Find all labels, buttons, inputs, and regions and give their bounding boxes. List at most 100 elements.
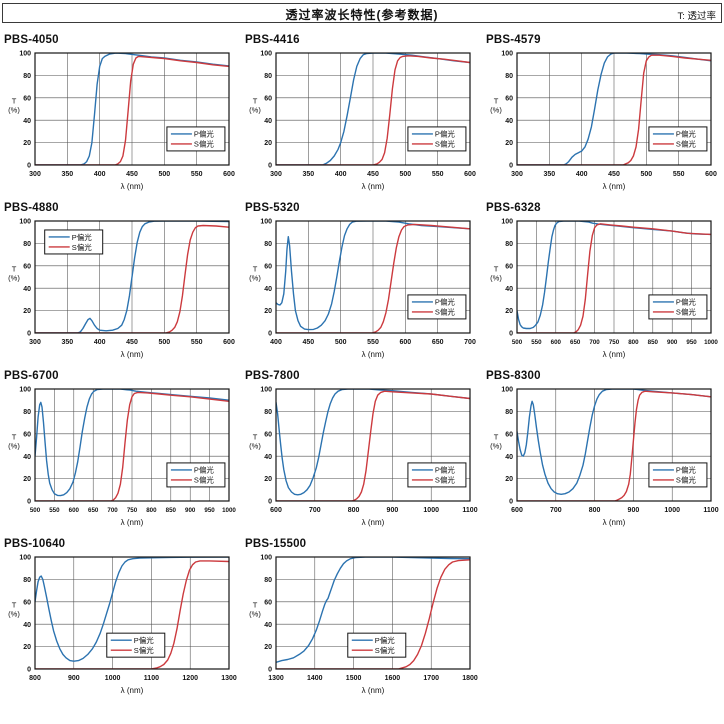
svg-text:100: 100 bbox=[260, 555, 272, 562]
svg-text:T: T bbox=[494, 96, 499, 105]
p-polarization-curve bbox=[276, 557, 470, 663]
curves bbox=[35, 221, 229, 333]
curves bbox=[276, 53, 470, 165]
svg-text:1000: 1000 bbox=[105, 675, 121, 682]
chart-cell: PBS-6328 P偏光 S偏光 0 20 40 60 80 100 500 550 600 650 70… bbox=[483, 196, 724, 364]
svg-text:60: 60 bbox=[264, 599, 272, 606]
svg-text:350: 350 bbox=[61, 171, 73, 178]
x-axis-label: λ (nm) bbox=[603, 350, 626, 359]
svg-text:600: 600 bbox=[223, 339, 235, 346]
svg-text:60: 60 bbox=[505, 263, 513, 270]
svg-text:500: 500 bbox=[158, 171, 170, 178]
svg-text:400: 400 bbox=[94, 171, 106, 178]
svg-text:40: 40 bbox=[505, 454, 513, 461]
svg-text:1500: 1500 bbox=[346, 675, 362, 682]
chart-cell: PBS-8300 P偏光 S偏光 0 20 40 60 80 100 600 700 800 900 10… bbox=[483, 364, 724, 532]
svg-text:400: 400 bbox=[270, 339, 282, 346]
curves bbox=[517, 53, 711, 165]
svg-text:1600: 1600 bbox=[385, 675, 401, 682]
svg-text:0: 0 bbox=[509, 163, 513, 170]
svg-text:100: 100 bbox=[19, 219, 31, 226]
y-axis-label: T(%) bbox=[8, 96, 20, 114]
legend-label: P偏光 bbox=[72, 232, 93, 242]
page-header: 透过率波长特性(参考数据) T: 透过率 bbox=[2, 3, 722, 23]
y-axis-label: T(%) bbox=[249, 432, 261, 450]
plot-border bbox=[275, 556, 471, 670]
legend-label: S偏光 bbox=[676, 139, 697, 149]
chart-cell: PBS-10640 P偏光 S偏光 0 20 40 60 80 100 800 900 1000 110… bbox=[1, 532, 242, 700]
svg-text:900: 900 bbox=[68, 675, 80, 682]
svg-text:80: 80 bbox=[505, 241, 513, 248]
svg-text:600: 600 bbox=[464, 171, 476, 178]
legend-label: S偏光 bbox=[435, 307, 456, 317]
svg-text:60: 60 bbox=[505, 95, 513, 102]
svg-text:650: 650 bbox=[432, 339, 444, 346]
plot-border bbox=[34, 52, 230, 166]
y-axis-label: T(%) bbox=[490, 96, 502, 114]
svg-text:700: 700 bbox=[107, 507, 118, 514]
svg-text:550: 550 bbox=[432, 171, 444, 178]
svg-text:(%): (%) bbox=[8, 105, 20, 114]
svg-text:T: T bbox=[253, 432, 258, 441]
svg-text:20: 20 bbox=[505, 308, 513, 315]
svg-text:T: T bbox=[12, 432, 17, 441]
svg-text:40: 40 bbox=[23, 454, 31, 461]
x-tick-labels: 300 350 400 450 500 550 600 bbox=[29, 339, 235, 346]
svg-text:300: 300 bbox=[270, 171, 282, 178]
svg-text:0: 0 bbox=[268, 163, 272, 170]
svg-text:400: 400 bbox=[576, 171, 588, 178]
x-tick-labels: 300 350 400 450 500 550 600 bbox=[29, 171, 235, 178]
svg-text:0: 0 bbox=[268, 667, 272, 674]
svg-text:100: 100 bbox=[19, 387, 31, 394]
svg-text:0: 0 bbox=[509, 499, 513, 506]
svg-text:1800: 1800 bbox=[462, 675, 478, 682]
svg-text:60: 60 bbox=[23, 431, 31, 438]
svg-text:300: 300 bbox=[29, 339, 41, 346]
svg-text:0: 0 bbox=[27, 331, 31, 338]
plot-border bbox=[275, 52, 471, 166]
y-tick-labels: 0 20 40 60 80 100 bbox=[260, 387, 272, 506]
svg-text:800: 800 bbox=[29, 675, 41, 682]
svg-text:800: 800 bbox=[348, 507, 360, 514]
svg-text:(%): (%) bbox=[8, 609, 20, 618]
svg-text:(%): (%) bbox=[490, 105, 502, 114]
svg-text:400: 400 bbox=[94, 339, 106, 346]
svg-text:40: 40 bbox=[264, 622, 272, 629]
chart-title: PBS-4416 bbox=[245, 34, 300, 46]
svg-text:80: 80 bbox=[23, 577, 31, 584]
y-axis-label: T(%) bbox=[490, 432, 502, 450]
svg-text:300: 300 bbox=[29, 171, 41, 178]
x-tick-labels: 500 550 600 650 700 750 800 850 900 950 1000 bbox=[512, 339, 719, 346]
svg-text:60: 60 bbox=[264, 431, 272, 438]
s-polarization-curve bbox=[517, 390, 711, 501]
svg-text:100: 100 bbox=[260, 219, 272, 226]
svg-text:900: 900 bbox=[387, 507, 399, 514]
svg-text:80: 80 bbox=[23, 73, 31, 80]
svg-text:750: 750 bbox=[609, 339, 620, 346]
x-tick-labels: 300 350 400 450 500 550 600 bbox=[270, 171, 476, 178]
svg-text:20: 20 bbox=[264, 140, 272, 147]
svg-text:900: 900 bbox=[667, 339, 678, 346]
svg-text:650: 650 bbox=[88, 507, 99, 514]
svg-text:750: 750 bbox=[127, 507, 138, 514]
legend-label: S偏光 bbox=[676, 475, 697, 485]
x-axis-label: λ (nm) bbox=[362, 350, 385, 359]
svg-text:(%): (%) bbox=[249, 273, 261, 282]
svg-text:800: 800 bbox=[589, 507, 601, 514]
legend-label: P偏光 bbox=[194, 465, 215, 475]
p-polarization-curve bbox=[35, 557, 229, 662]
svg-text:550: 550 bbox=[673, 171, 685, 178]
svg-text:350: 350 bbox=[543, 171, 555, 178]
svg-text:T: T bbox=[12, 264, 17, 273]
s-polarization-curve bbox=[276, 559, 470, 669]
svg-text:950: 950 bbox=[204, 507, 215, 514]
svg-text:500: 500 bbox=[158, 339, 170, 346]
svg-text:60: 60 bbox=[23, 263, 31, 270]
y-tick-labels: 0 20 40 60 80 100 bbox=[19, 219, 31, 338]
svg-text:T: T bbox=[253, 600, 258, 609]
